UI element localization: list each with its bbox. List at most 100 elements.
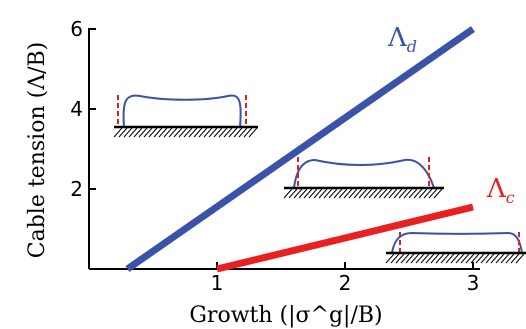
hatch-stroke — [388, 188, 398, 199]
hatch-stroke — [228, 127, 238, 138]
hatch-stroke — [353, 188, 363, 199]
y-tick-label: 6 — [70, 17, 83, 41]
hatch-stroke — [430, 253, 440, 264]
hatch-stroke — [415, 253, 425, 264]
hatch-stroke — [470, 253, 480, 264]
hatch-stroke — [178, 127, 188, 138]
y-axis-label: Cable tension (Λ/B) — [25, 42, 50, 258]
hatch-stroke — [188, 127, 198, 138]
axis-ticks: 1 2 3 2 4 6 — [70, 17, 479, 295]
hatch-stroke — [248, 127, 258, 138]
hatch-stroke — [148, 127, 158, 138]
hatch-stroke — [423, 188, 433, 199]
hatch-stroke — [208, 127, 218, 138]
hatch-stroke — [515, 253, 525, 264]
hatch-stroke — [390, 253, 400, 264]
hatch-stroke — [288, 188, 298, 199]
hatch-stroke — [118, 127, 128, 138]
x-tick-label: 2 — [339, 271, 352, 295]
series-line-lambda-c — [216, 203, 474, 273]
hatch-stroke — [333, 188, 343, 199]
hatch-stroke — [373, 188, 383, 199]
hatch-stroke — [363, 188, 373, 199]
hatch-stroke — [480, 253, 490, 264]
hatch-stroke — [410, 253, 420, 264]
hatch-stroke — [293, 188, 303, 199]
hatch-stroke — [465, 253, 475, 264]
hatch-stroke — [348, 188, 358, 199]
hatch-stroke — [218, 127, 228, 138]
y-tick-label: 2 — [70, 177, 83, 201]
hatch-stroke — [398, 188, 408, 199]
hatch-stroke — [318, 188, 328, 199]
hatch-stroke — [303, 188, 313, 199]
hatch-stroke — [420, 253, 430, 264]
profile-inset-3 — [385, 231, 526, 264]
hatch-stroke — [495, 253, 505, 264]
hatch-stroke — [445, 253, 455, 264]
x-axis-label: Growth (|σ^g|/B) — [189, 303, 382, 328]
hatch-stroke — [455, 253, 465, 264]
hatch-stroke — [383, 188, 393, 199]
ground-hatch — [283, 188, 443, 199]
hatch-stroke — [128, 127, 138, 138]
hatch-stroke — [233, 127, 243, 138]
hatch-stroke — [183, 127, 193, 138]
hatch-stroke — [418, 188, 428, 199]
hatch-stroke — [450, 253, 460, 264]
hatch-stroke — [328, 188, 338, 199]
hatch-stroke — [460, 253, 470, 264]
hatch-stroke — [298, 188, 308, 199]
hatch-stroke — [435, 253, 445, 264]
hatch-stroke — [440, 253, 450, 264]
hatch-stroke — [113, 127, 123, 138]
hatch-stroke — [338, 188, 348, 199]
hatch-stroke — [133, 127, 143, 138]
profile-curve — [391, 231, 523, 254]
hatch-stroke — [163, 127, 173, 138]
hatch-stroke — [425, 253, 435, 264]
hatch-stroke — [343, 188, 353, 199]
series-line-lambda-d — [125, 26, 475, 272]
hatch-stroke — [475, 253, 485, 264]
hatch-stroke — [213, 127, 223, 138]
hatch-stroke — [485, 253, 495, 264]
hatch-stroke — [405, 253, 415, 264]
hatch-stroke — [158, 127, 168, 138]
series-label-lambda-d: Λd — [387, 23, 417, 56]
hatch-stroke — [378, 188, 388, 199]
hatch-stroke — [193, 127, 203, 138]
hatch-stroke — [323, 188, 333, 199]
hatch-stroke — [358, 188, 368, 199]
hatch-stroke — [138, 127, 148, 138]
hatch-stroke — [433, 188, 443, 199]
series-label-lambda-c: Λc — [486, 174, 515, 207]
hatch-stroke — [510, 253, 520, 264]
hatch-stroke — [198, 127, 208, 138]
hatch-stroke — [408, 188, 418, 199]
x-tick-label: 1 — [211, 271, 224, 295]
hatch-stroke — [223, 127, 233, 138]
hatch-stroke — [505, 253, 515, 264]
hatch-stroke — [313, 188, 323, 199]
ground-hatch — [385, 253, 525, 264]
profile-curve — [293, 158, 435, 189]
profile-inset-2 — [283, 157, 444, 199]
series-group — [125, 26, 475, 273]
hatch-stroke — [123, 127, 133, 138]
y-tick-label: 4 — [70, 97, 83, 121]
hatch-stroke — [243, 127, 253, 138]
hatch-stroke — [490, 253, 500, 264]
hatch-stroke — [308, 188, 318, 199]
profile-inset-1 — [113, 94, 258, 138]
hatch-stroke — [153, 127, 163, 138]
hatch-stroke — [385, 253, 395, 264]
profile-curve — [122, 94, 242, 128]
hatch-stroke — [203, 127, 213, 138]
x-tick-label: 3 — [467, 271, 480, 295]
hatch-stroke — [238, 127, 248, 138]
hatch-stroke — [173, 127, 183, 138]
hatch-stroke — [395, 253, 405, 264]
hatch-stroke — [428, 188, 438, 199]
